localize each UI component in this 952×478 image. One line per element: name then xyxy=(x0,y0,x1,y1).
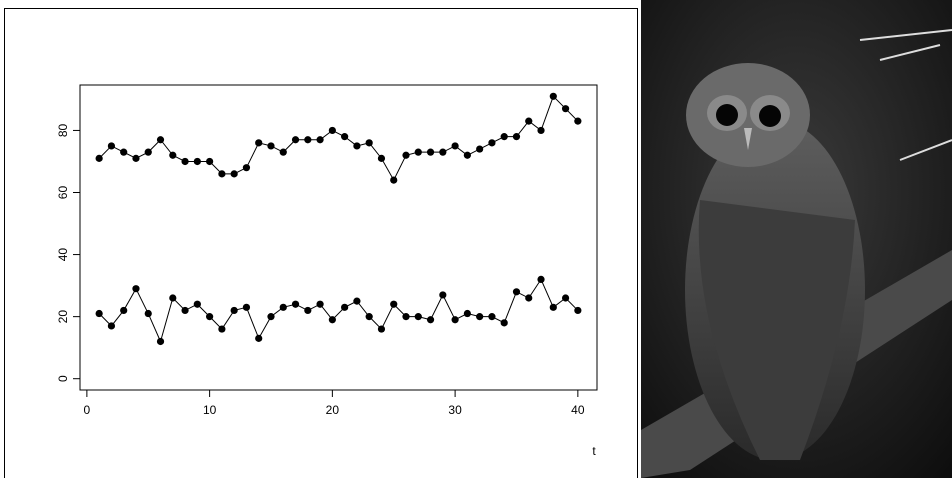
data-point xyxy=(169,151,177,159)
data-point xyxy=(561,105,570,113)
data-point xyxy=(488,139,496,147)
y-tick-label: 80 xyxy=(56,123,70,137)
data-point xyxy=(193,300,201,308)
data-point xyxy=(426,148,435,156)
data-point xyxy=(132,154,140,162)
data-point xyxy=(500,133,508,141)
data-point xyxy=(132,285,140,293)
data-point xyxy=(574,117,582,125)
data-point xyxy=(402,151,410,159)
data-point xyxy=(255,139,263,147)
data-point xyxy=(120,306,128,315)
data-point xyxy=(107,142,116,150)
data-point xyxy=(451,142,459,150)
data-point xyxy=(120,148,128,156)
data-point xyxy=(242,303,251,311)
data-point xyxy=(95,309,103,318)
data-point xyxy=(181,306,189,315)
data-point xyxy=(169,294,177,302)
data-point xyxy=(377,154,386,162)
data-point xyxy=(549,92,557,100)
data-point xyxy=(255,334,263,342)
data-point xyxy=(206,313,214,321)
data-point xyxy=(95,154,103,162)
data-point xyxy=(525,117,533,125)
data-point xyxy=(476,145,484,153)
data-point xyxy=(144,309,152,318)
data-point xyxy=(476,313,484,321)
data-point xyxy=(279,148,287,156)
data-point xyxy=(377,325,386,333)
data-point xyxy=(525,294,533,302)
x-tick-label: 40 xyxy=(571,403,585,417)
series-line xyxy=(98,278,579,343)
data-point xyxy=(156,337,165,346)
data-point xyxy=(390,300,398,308)
data-point xyxy=(537,126,545,135)
data-point xyxy=(181,157,189,166)
data-point xyxy=(328,126,336,135)
data-point xyxy=(242,164,251,172)
data-point xyxy=(500,319,508,327)
data-point xyxy=(230,306,238,315)
x-tick-label: 0 xyxy=(84,403,91,417)
data-point xyxy=(549,303,557,311)
x-tick-label: 30 xyxy=(448,403,462,417)
data-point xyxy=(107,322,116,330)
data-point xyxy=(316,300,324,308)
y-tick-label: 20 xyxy=(56,310,70,324)
data-point xyxy=(426,316,435,324)
data-point xyxy=(304,306,312,315)
data-point xyxy=(341,303,349,311)
data-point xyxy=(439,148,447,156)
plot-panel xyxy=(4,8,638,478)
data-point xyxy=(316,136,324,144)
data-point xyxy=(488,313,496,321)
data-point xyxy=(291,300,300,308)
data-point xyxy=(341,133,349,141)
x-tick-label: 20 xyxy=(326,403,340,417)
data-point xyxy=(193,157,201,166)
data-point xyxy=(439,291,447,299)
data-point xyxy=(512,133,521,141)
data-point xyxy=(353,297,361,305)
x-tick-label: 10 xyxy=(203,403,217,417)
data-point xyxy=(353,142,361,150)
data-point xyxy=(267,142,275,150)
data-point xyxy=(414,313,422,321)
data-point xyxy=(267,313,275,321)
data-point xyxy=(279,303,287,311)
data-point xyxy=(218,325,226,333)
data-point xyxy=(402,313,410,321)
data-point xyxy=(512,288,521,296)
y-tick-label: 40 xyxy=(56,248,70,262)
data-point xyxy=(365,313,373,321)
data-point xyxy=(561,294,570,302)
data-point xyxy=(328,316,336,324)
x-axis-label: t xyxy=(592,444,596,458)
data-point xyxy=(463,309,471,318)
series-line xyxy=(98,95,579,182)
data-point xyxy=(414,148,422,156)
data-point xyxy=(291,136,300,144)
data-point xyxy=(144,148,152,156)
data-point xyxy=(537,275,545,283)
data-point xyxy=(390,176,398,184)
data-point xyxy=(451,316,459,324)
y-tick-label: 0 xyxy=(56,375,70,382)
data-point xyxy=(218,170,226,178)
data-point xyxy=(463,151,471,159)
data-point xyxy=(230,170,238,178)
data-point xyxy=(574,306,582,315)
plot-box xyxy=(79,84,598,391)
owl-photo xyxy=(641,0,952,478)
data-point xyxy=(304,136,312,144)
y-tick-label: 60 xyxy=(56,186,70,200)
data-point xyxy=(206,157,214,166)
data-point xyxy=(365,139,373,147)
data-point xyxy=(156,136,165,144)
